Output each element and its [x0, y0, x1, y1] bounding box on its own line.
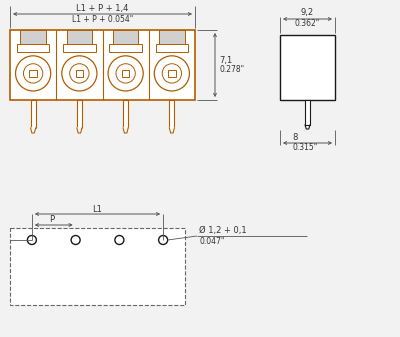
Bar	[77, 100, 82, 128]
Text: Ø 1,2 + 0,1: Ø 1,2 + 0,1	[199, 225, 247, 235]
Circle shape	[70, 64, 89, 83]
Text: P: P	[49, 214, 54, 223]
Polygon shape	[77, 128, 82, 133]
Polygon shape	[31, 128, 36, 133]
Text: 0.047": 0.047"	[199, 238, 224, 246]
Circle shape	[116, 64, 135, 83]
Bar	[123, 100, 128, 128]
Bar	[10, 228, 185, 305]
Circle shape	[16, 56, 51, 91]
Circle shape	[115, 236, 124, 245]
Bar	[29, 69, 37, 77]
Bar	[10, 30, 195, 100]
Bar	[17, 44, 49, 52]
Polygon shape	[123, 128, 128, 133]
Circle shape	[27, 236, 36, 245]
Text: 8: 8	[292, 132, 298, 142]
Text: L1 + P + 0.054": L1 + P + 0.054"	[72, 14, 133, 24]
Bar	[113, 30, 138, 44]
Circle shape	[159, 236, 168, 245]
Bar	[280, 35, 335, 100]
Bar	[156, 44, 188, 52]
Bar	[169, 100, 174, 128]
Text: 0.315": 0.315"	[292, 144, 318, 153]
Circle shape	[162, 64, 182, 83]
Bar	[159, 30, 184, 44]
Circle shape	[108, 56, 143, 91]
Circle shape	[154, 56, 190, 91]
Bar	[110, 44, 142, 52]
Circle shape	[62, 56, 97, 91]
Polygon shape	[169, 128, 174, 133]
Bar	[168, 69, 176, 77]
Bar	[31, 100, 36, 128]
Text: 9,2: 9,2	[301, 8, 314, 18]
Text: L1: L1	[92, 205, 102, 214]
Bar	[305, 100, 310, 125]
Circle shape	[71, 236, 80, 245]
Circle shape	[24, 64, 43, 83]
Text: 0.362": 0.362"	[295, 20, 320, 29]
Bar	[122, 69, 130, 77]
Bar	[63, 44, 96, 52]
Text: 7,1: 7,1	[219, 57, 232, 65]
Bar	[20, 30, 46, 44]
Bar	[76, 69, 83, 77]
Text: 0.278": 0.278"	[219, 65, 244, 74]
Bar	[67, 30, 92, 44]
Text: L1 + P + 1,4: L1 + P + 1,4	[76, 3, 129, 12]
